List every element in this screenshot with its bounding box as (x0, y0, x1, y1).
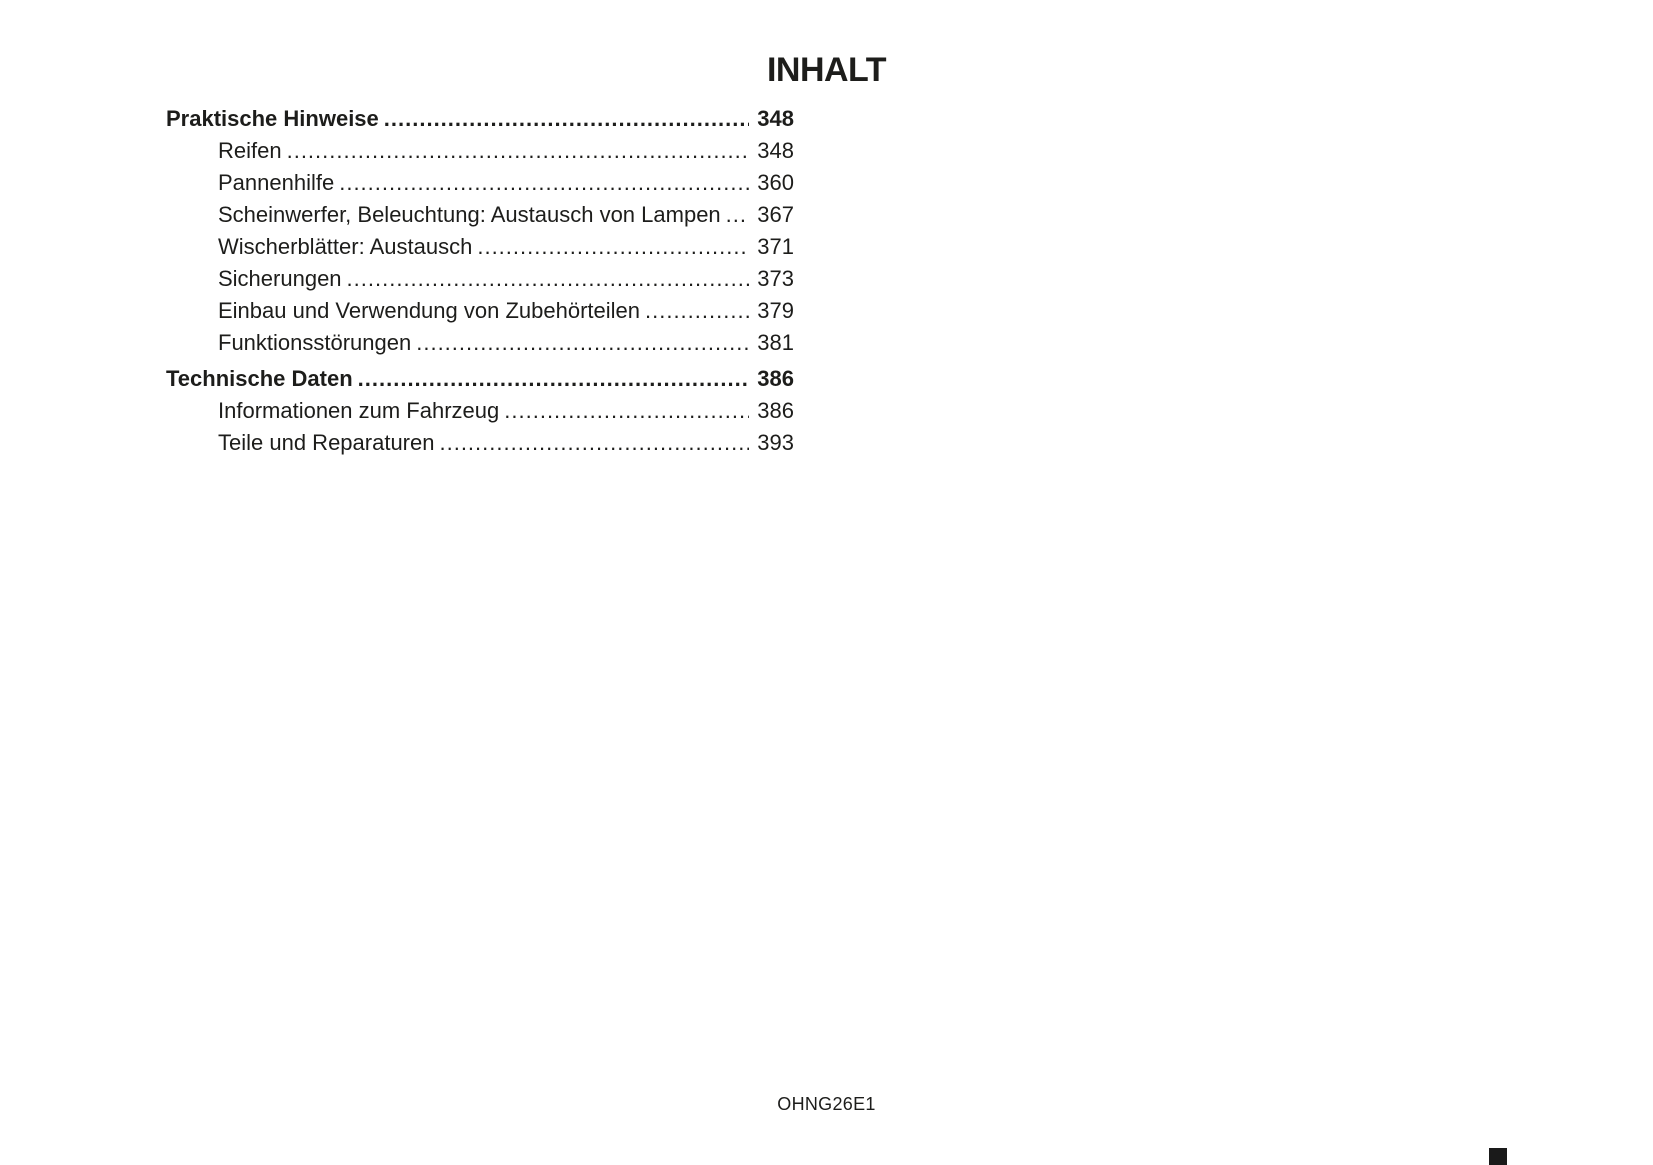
toc-entry-label: Informationen zum Fahrzeug (218, 398, 500, 423)
toc-entry-page: 360 (757, 170, 794, 195)
toc-dot-leader (477, 231, 749, 263)
toc-entry-label: Sicherungen (218, 266, 342, 291)
toc-entry-page: 386 (757, 398, 794, 423)
toc-entry-page: 367 (757, 202, 794, 227)
toc-row: Einbau und Verwendung von Zubehörteilen … (166, 295, 794, 327)
toc-row: Wischerblätter: Austausch 371 (166, 231, 794, 263)
footer-reference-code: OHNG26E1 (777, 1094, 876, 1114)
toc-dot-leader (347, 263, 750, 295)
toc-dot-leader (439, 427, 749, 459)
toc-entry-label: Wischerblätter: Austausch (218, 234, 473, 259)
toc-dot-leader (287, 135, 750, 167)
toc-dot-leader (416, 327, 749, 359)
toc-entry-label: Funktionsstörungen (218, 330, 412, 355)
toc-dot-leader (645, 295, 749, 327)
toc-row: Teile und Reparaturen 393 (166, 427, 794, 459)
toc-entry-page: 373 (757, 266, 794, 291)
toc-dot-leader (726, 199, 750, 231)
toc-dot-leader (339, 167, 749, 199)
toc-entry-label: Technische Daten (166, 366, 353, 391)
toc-entry-label: Einbau und Verwendung von Zubehörteilen (218, 298, 640, 323)
toc-row-section: Technische Daten 386 (166, 363, 794, 395)
toc-entry-page: 348 (757, 106, 794, 131)
toc-entry-page: 348 (757, 138, 794, 163)
toc-entry-label: Scheinwerfer, Beleuchtung: Austausch von… (218, 202, 721, 227)
toc-row: Informationen zum Fahrzeug 386 (166, 395, 794, 427)
table-of-contents: Praktische Hinweise 348 Reifen 348 Panne… (166, 103, 794, 459)
page-title: INHALT (766, 50, 887, 89)
toc-row: Scheinwerfer, Beleuchtung: Austausch von… (166, 199, 794, 231)
toc-row: Reifen 348 (166, 135, 794, 167)
toc-dot-leader (384, 103, 750, 135)
toc-entry-page: 381 (757, 330, 794, 355)
toc-entry-label: Teile und Reparaturen (218, 430, 435, 455)
page-corner-marker (1489, 1148, 1507, 1165)
toc-entry-page: 393 (757, 430, 794, 455)
toc-entry-label: Praktische Hinweise (166, 106, 379, 131)
toc-row: Funktionsstörungen 381 (166, 327, 794, 359)
toc-entry-label: Reifen (218, 138, 282, 163)
toc-entry-label: Pannenhilfe (218, 170, 335, 195)
toc-entry-page: 379 (757, 298, 794, 323)
toc-row: Pannenhilfe 360 (166, 167, 794, 199)
toc-entry-page: 386 (757, 366, 794, 391)
toc-row: Sicherungen 373 (166, 263, 794, 295)
toc-row-section: Praktische Hinweise 348 (166, 103, 794, 135)
toc-dot-leader (504, 395, 749, 427)
toc-dot-leader (358, 363, 750, 395)
toc-entry-page: 371 (757, 234, 794, 259)
